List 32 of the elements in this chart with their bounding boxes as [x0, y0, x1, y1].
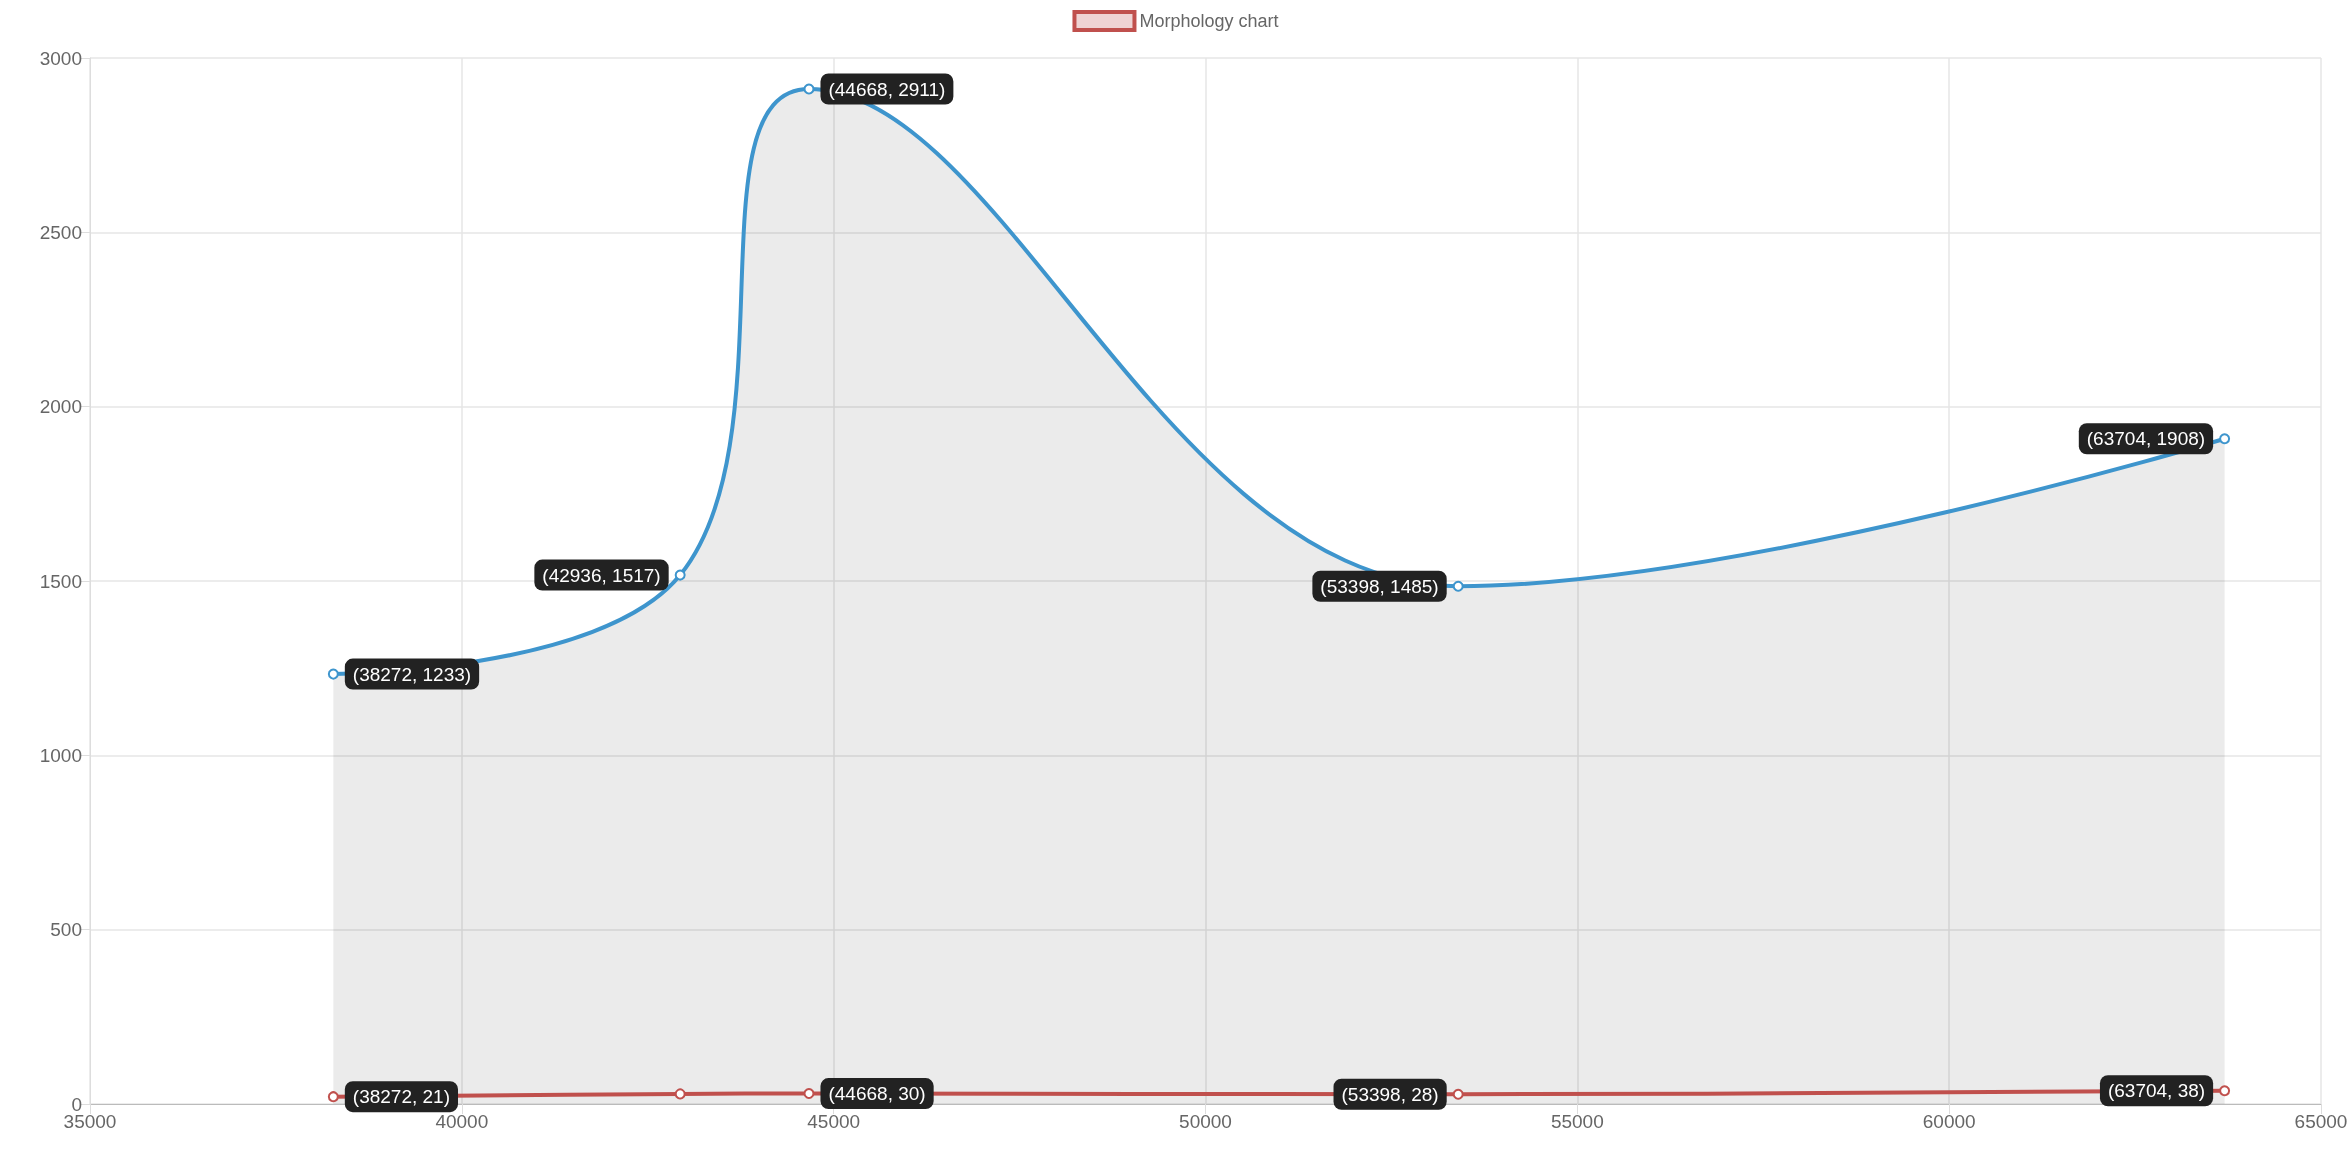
legend-label: Morphology chart: [1139, 11, 1279, 31]
point: [2219, 1085, 2231, 1097]
y-tick-label: 1500: [39, 570, 82, 592]
x-tick-label: 60000: [1922, 1111, 1976, 1132]
point: [803, 83, 815, 95]
x-tick-label: 45000: [807, 1111, 861, 1132]
data-label: (63704, 1908): [2086, 428, 2206, 450]
y-tick-label: 1000: [39, 744, 82, 766]
point: [2219, 433, 2231, 445]
x-tick-label: 40000: [435, 1111, 489, 1132]
y-tick-label: 2000: [39, 396, 82, 418]
point: [327, 1091, 339, 1103]
point: [1452, 580, 1464, 592]
data-label: (63704, 38): [2107, 1080, 2206, 1102]
data-label: (38272, 21): [352, 1086, 451, 1108]
y-tick-label: 2500: [39, 221, 82, 243]
point: [327, 668, 339, 680]
x-tick-label: 65000: [2294, 1111, 2348, 1132]
data-label: (44668, 2911): [828, 78, 946, 100]
data-label: (38272, 1233): [352, 663, 472, 685]
data-label: (42936, 1517): [542, 564, 661, 586]
x-tick-label: 50000: [1179, 1111, 1232, 1132]
y-tick-label: 3000: [39, 47, 82, 69]
x-tick-label: 55000: [1550, 1111, 1604, 1132]
point: [674, 1088, 686, 1100]
point: [674, 569, 686, 581]
point: [803, 1088, 815, 1100]
data-label: (44668, 30): [828, 1083, 926, 1105]
point: [1452, 1088, 1464, 1100]
data-label: (53398, 1485): [1320, 575, 1439, 597]
y-tick-label: 500: [50, 919, 82, 941]
data-label: (53398, 28): [1341, 1083, 1439, 1105]
